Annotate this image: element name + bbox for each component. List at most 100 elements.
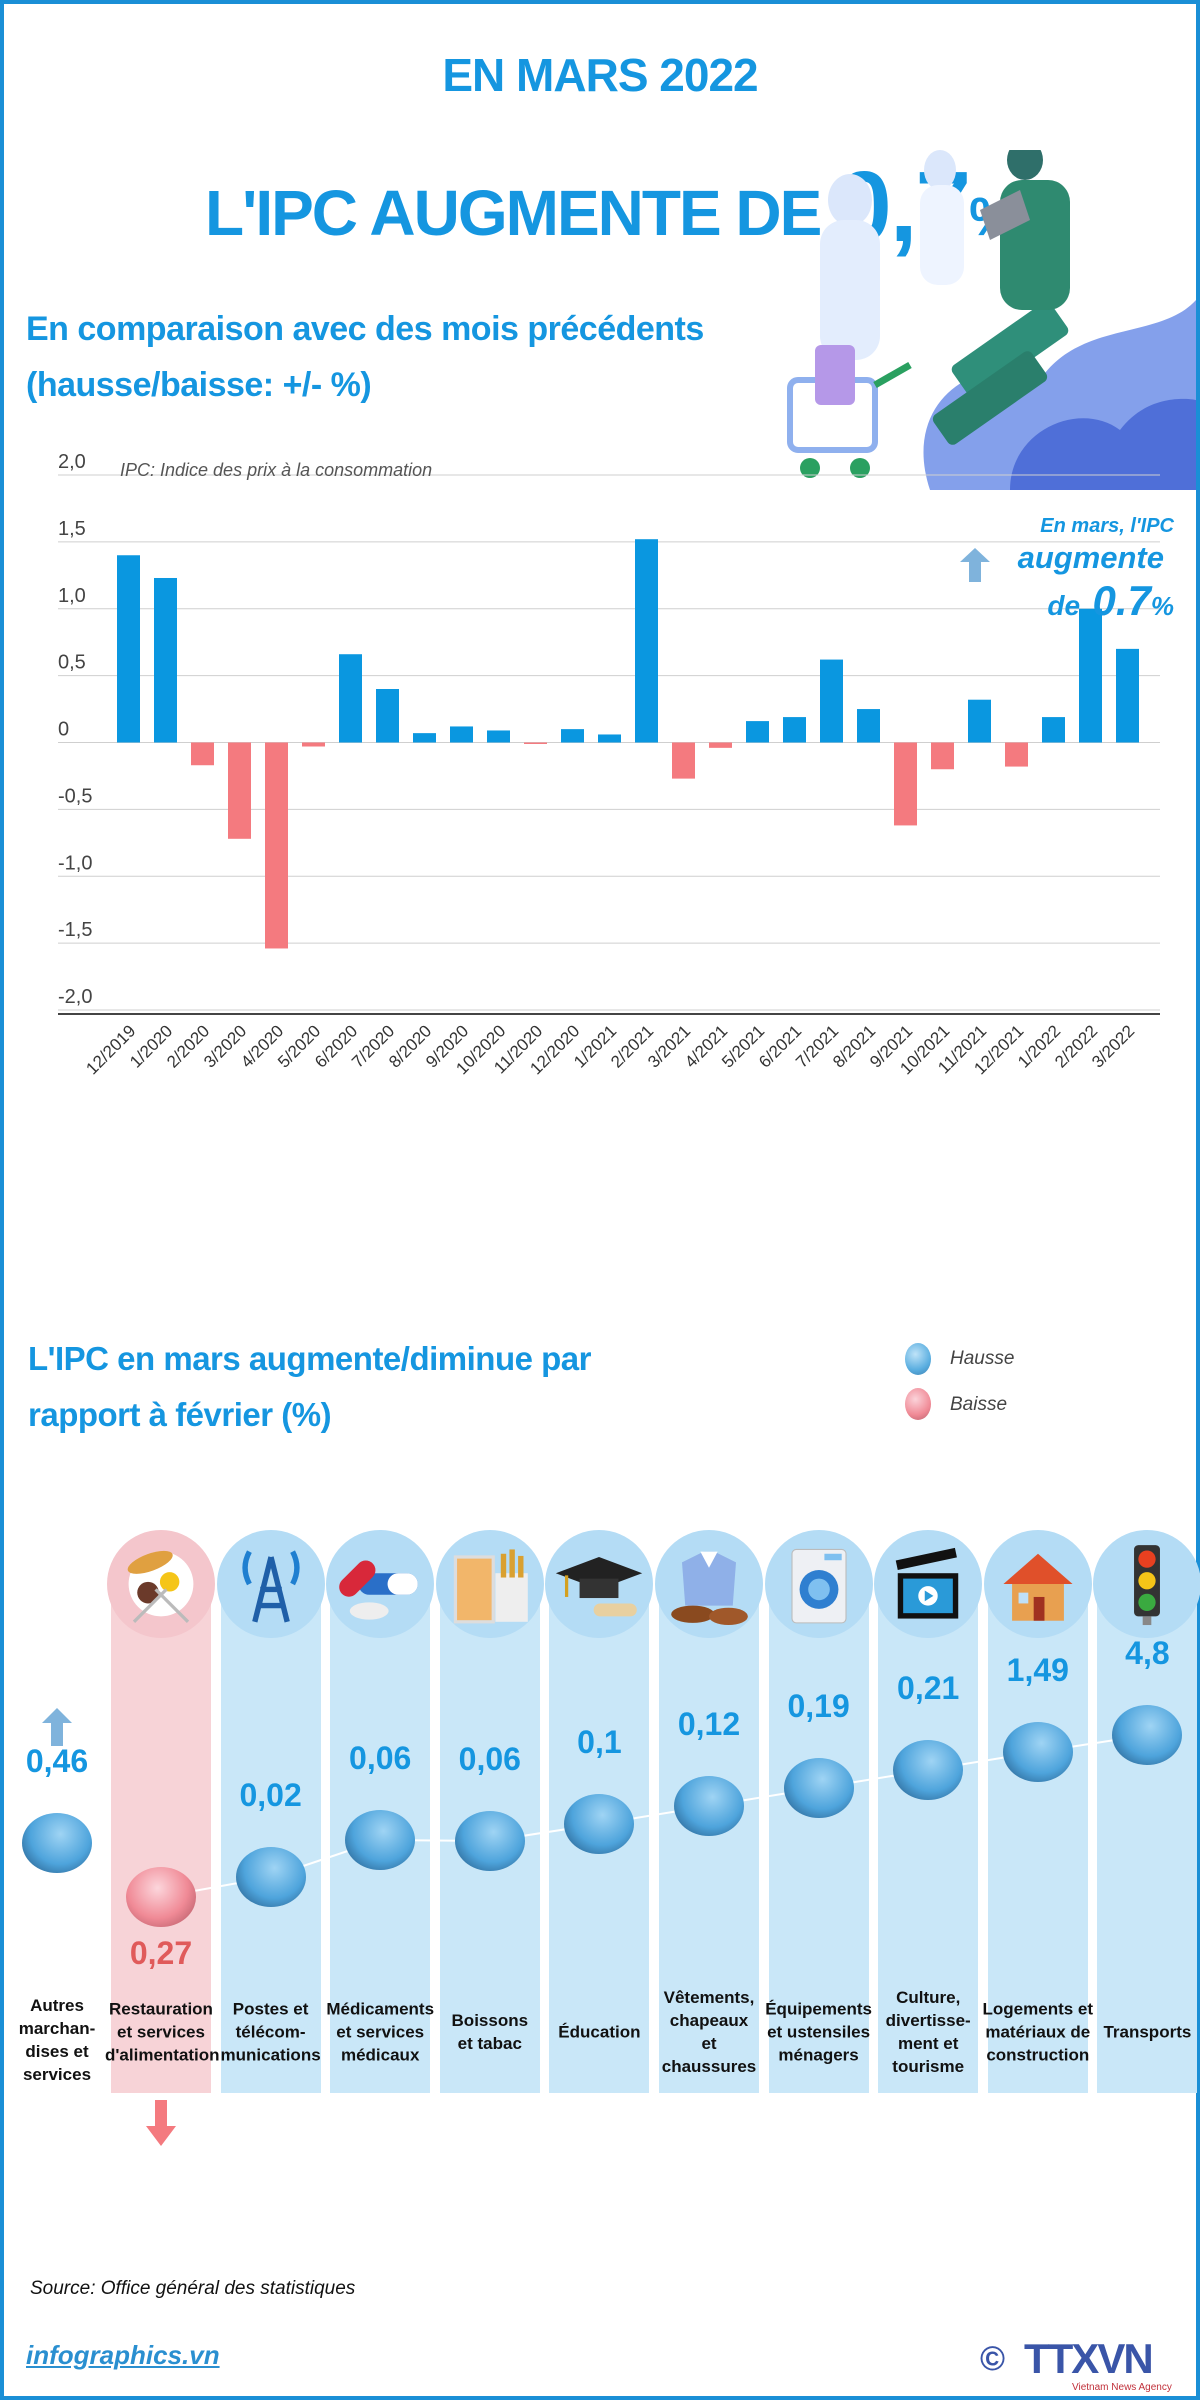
value-marker-hausse xyxy=(893,1740,964,1800)
bar-8/2020 xyxy=(413,733,436,743)
y-tick-label: 2,0 xyxy=(58,451,86,473)
category-label-line: chaussures xyxy=(661,2057,757,2076)
headline-prefix: L'IPC AUGMENTE DE xyxy=(205,177,822,249)
category-label-line: ment et xyxy=(897,2034,959,2053)
category-label-line: et services xyxy=(336,2022,425,2042)
bar-11/2021 xyxy=(968,699,991,743)
category-value: 0,27 xyxy=(129,1935,193,1971)
category-label: Autres marchan-dises et services xyxy=(1,1994,113,2086)
category-strip xyxy=(111,1578,211,2093)
bar-12/2019 xyxy=(117,555,140,743)
ipc-monthly-bar-chart: 2,01,51,00,50-0,5-1,0-1,5-2,012/20191/20… xyxy=(58,451,1160,1078)
category-strip xyxy=(220,1578,321,2093)
category-strip xyxy=(1097,1578,1198,2093)
bar-3/2021 xyxy=(672,742,695,779)
bar-3/2020 xyxy=(228,742,251,839)
category-label: Postes et télécom-munications xyxy=(215,1998,327,2067)
y-tick-label: -2,0 xyxy=(58,986,92,1008)
category-label-line: dises et xyxy=(25,2042,89,2061)
y-tick-label: -0,5 xyxy=(58,785,92,807)
clapperboard-icon xyxy=(874,1530,983,1638)
bar-4/2020 xyxy=(265,742,288,949)
bar-6/2020 xyxy=(339,654,362,743)
category-label-line: Restauration xyxy=(109,1999,213,2019)
drink-cigarettes-icon xyxy=(435,1530,544,1638)
category-label-line: Autres xyxy=(30,1996,84,2015)
category-label-line: Postes et xyxy=(232,1999,309,2019)
category-value: 0,06 xyxy=(349,1740,412,1776)
category-label-line: Boissons xyxy=(451,2011,529,2030)
category-label-line: Équipements xyxy=(765,1999,872,2019)
category-value: 0,12 xyxy=(677,1706,741,1742)
down-arrow-icon xyxy=(146,2100,176,2146)
category-label-line: Transports xyxy=(1103,2022,1192,2042)
value-marker-hausse xyxy=(345,1810,416,1870)
bar-1/2020 xyxy=(154,577,177,743)
category-label-line: d'alimentation xyxy=(105,2045,220,2065)
pill-icon xyxy=(326,1530,435,1638)
bar-6/2021 xyxy=(783,717,806,743)
logo-subtext: Vietnam News Agency xyxy=(1072,2382,1172,2393)
house-icon xyxy=(983,1530,1092,1638)
y-tick-label: 0,5 xyxy=(58,652,86,674)
category-label: Logements et matériaux de construction xyxy=(982,1998,1094,2067)
category-value: 0,19 xyxy=(787,1688,850,1724)
category-value: 0,02 xyxy=(239,1777,302,1813)
bar-4/2021 xyxy=(709,742,732,748)
bar-10/2020 xyxy=(487,730,510,743)
category-label: Équipements et ustensiles ménagers xyxy=(763,1998,875,2067)
bar-2/2020 xyxy=(191,742,214,766)
value-marker-hausse xyxy=(22,1813,92,1873)
copyright-icon: © xyxy=(980,2340,1006,2378)
bar-3/2022 xyxy=(1116,648,1139,743)
category-label-line: divertisse- xyxy=(885,2011,971,2030)
category-label-line: tourisme xyxy=(892,2057,965,2076)
antenna-tower-icon xyxy=(216,1530,325,1638)
value-marker-hausse xyxy=(1002,1722,1073,1782)
bar-11/2020 xyxy=(524,742,547,744)
bar-2/2021 xyxy=(635,539,658,743)
category-label-line: construction xyxy=(986,2045,1090,2065)
category-label: Transports xyxy=(1091,2021,1200,2044)
bar-9/2020 xyxy=(450,726,473,743)
category-label-line: ménagers xyxy=(778,2045,859,2065)
category-strip xyxy=(878,1578,979,2093)
annotation-line2: augmente xyxy=(1017,540,1164,575)
section1-title-line1: En comparaison avec des mois précédents xyxy=(26,310,704,348)
infographics-link[interactable]: infographics.vn xyxy=(26,2340,220,2370)
legend-hausse-marker xyxy=(905,1343,931,1375)
category-label-line: matériaux de xyxy=(985,2022,1091,2042)
legend-hausse-label: Hausse xyxy=(950,1348,1015,1369)
annotation-unit: % xyxy=(1150,591,1174,621)
category-label-line: Culture, xyxy=(896,1988,961,2007)
category-label-line: marchan- xyxy=(18,2019,96,2038)
bar-5/2020 xyxy=(302,742,325,747)
value-marker-hausse xyxy=(674,1776,744,1836)
category-value: 0,21 xyxy=(897,1670,960,1706)
food-plate-icon xyxy=(107,1530,215,1638)
category-value: 4,8 xyxy=(1125,1635,1170,1671)
annotation-line3: de 0.7% xyxy=(1047,580,1174,624)
section1-title-line2: (hausse/baisse: +/- %) xyxy=(26,366,372,404)
category-label-line: Logements et xyxy=(982,1999,1094,2019)
category-label-line: médicaux xyxy=(340,2045,420,2065)
category-label-line: Médicaments xyxy=(326,1999,435,2019)
category-label-line: munications xyxy=(220,2045,321,2065)
legend-baisse-label: Baisse xyxy=(950,1394,1008,1415)
bar-10/2021 xyxy=(931,742,954,770)
bar-7/2021 xyxy=(820,659,843,743)
y-tick-label: -1,5 xyxy=(58,919,92,941)
shopping-illustration xyxy=(787,150,1196,490)
category-label-line: Vêtements, xyxy=(663,1988,755,2007)
annotation-value: 0.7 xyxy=(1092,577,1151,624)
category-value: 0,1 xyxy=(577,1724,622,1760)
annotation-line1: En mars, l'IPC xyxy=(1040,515,1174,537)
category-label: Médicaments et services médicaux xyxy=(324,1998,436,2067)
chart-note: IPC: Indice des prix à la consommation xyxy=(120,460,433,480)
y-tick-label: -1,0 xyxy=(58,852,92,874)
category-label-line: et ustensiles xyxy=(767,2022,871,2042)
bar-9/2021 xyxy=(894,742,917,826)
source-note: Source: Office général des statistiques xyxy=(30,2278,356,2299)
